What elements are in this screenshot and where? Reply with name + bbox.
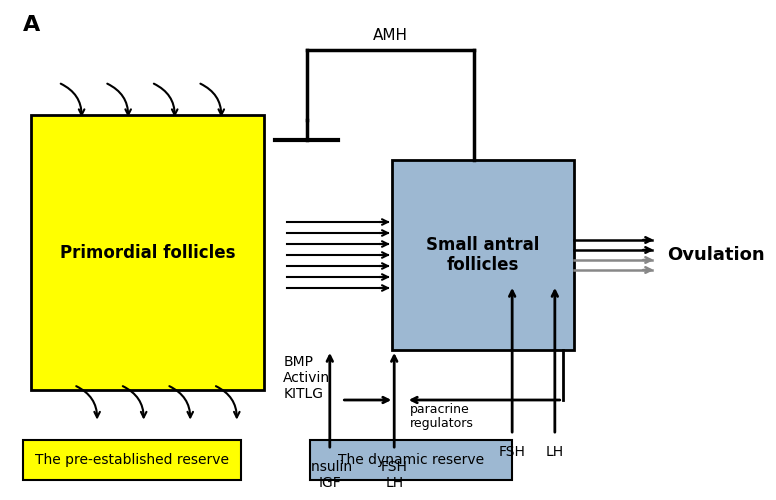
Text: The pre-established reserve: The pre-established reserve xyxy=(35,453,229,467)
Text: paracrine
regulators: paracrine regulators xyxy=(410,402,473,430)
Text: A: A xyxy=(23,15,40,35)
Text: Small antral
follicles: Small antral follicles xyxy=(426,236,540,275)
FancyBboxPatch shape xyxy=(31,115,264,390)
Text: LH: LH xyxy=(546,445,564,459)
FancyBboxPatch shape xyxy=(392,160,574,350)
Text: FSH: FSH xyxy=(499,445,525,459)
Text: The dynamic reserve: The dynamic reserve xyxy=(338,453,484,467)
FancyBboxPatch shape xyxy=(23,440,241,480)
Text: BMP
Activin
KITLG: BMP Activin KITLG xyxy=(283,355,331,402)
Text: AMH: AMH xyxy=(372,28,407,42)
Text: Primordial follicles: Primordial follicles xyxy=(60,244,235,262)
Text: Insulin
IGF: Insulin IGF xyxy=(307,460,352,490)
Text: FSH
LH: FSH LH xyxy=(381,460,407,490)
Text: Ovulation: Ovulation xyxy=(667,246,765,264)
FancyBboxPatch shape xyxy=(310,440,512,480)
